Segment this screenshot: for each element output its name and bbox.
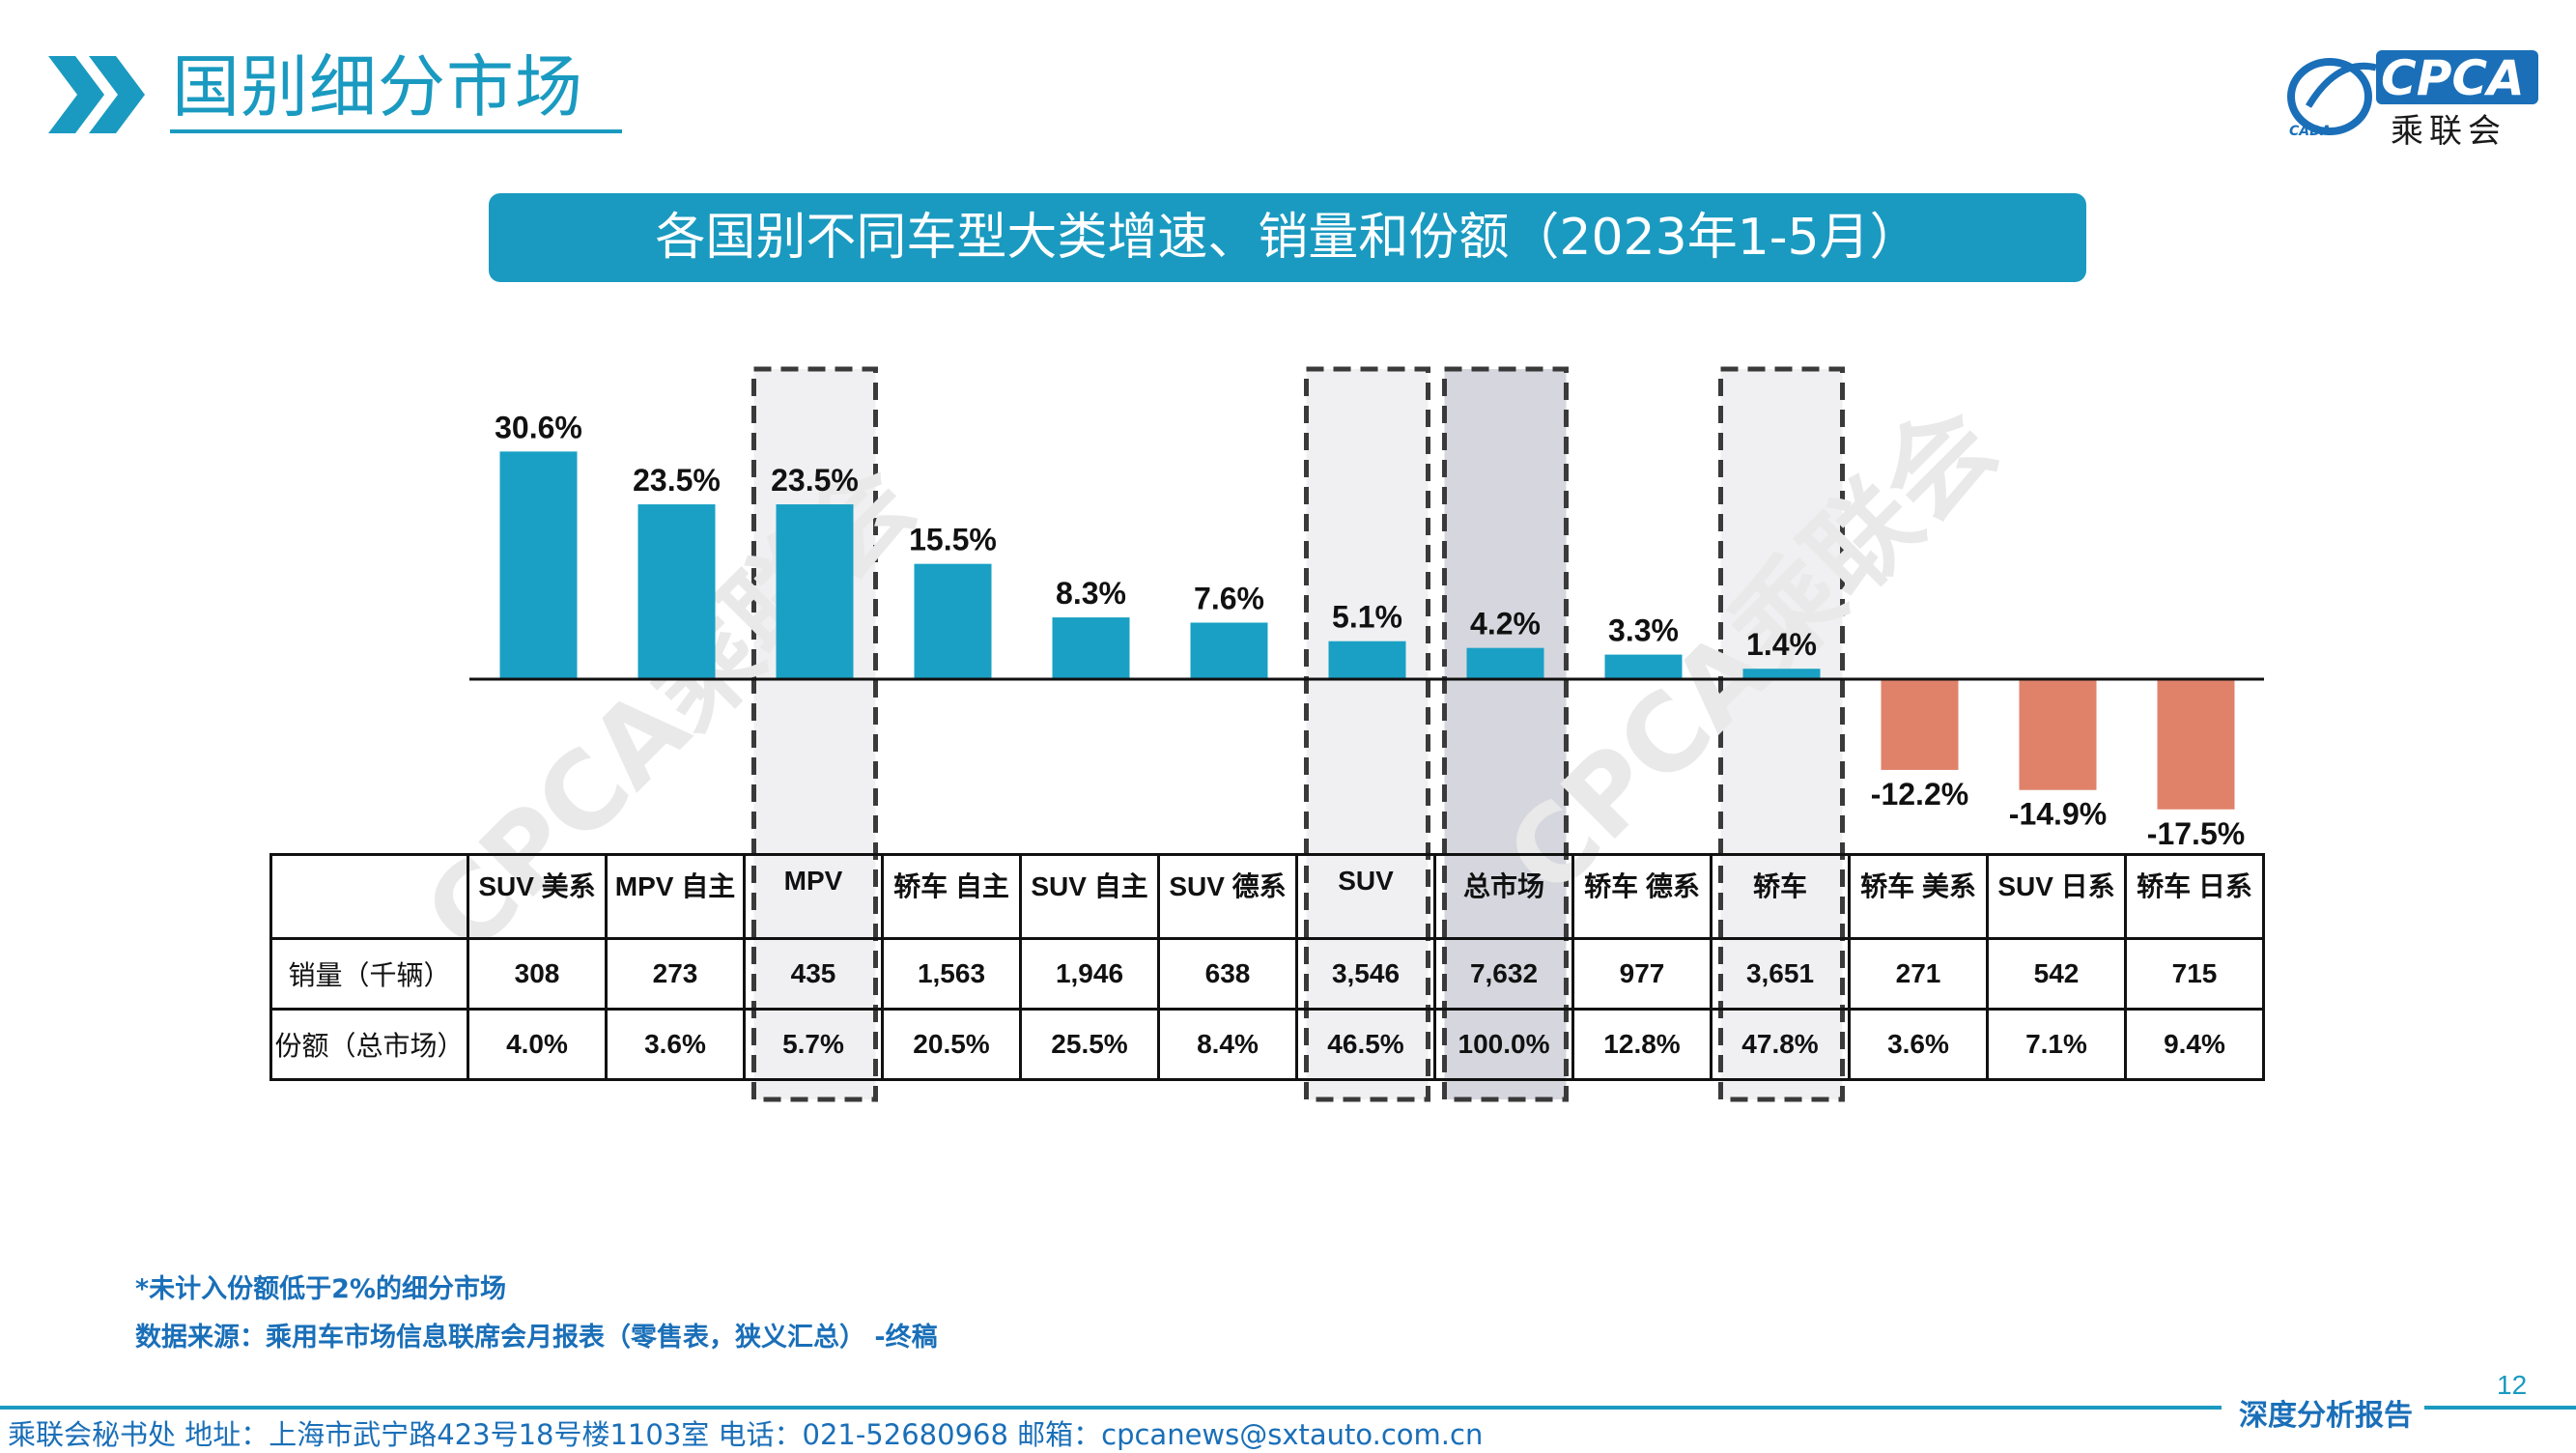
table-header-cell: SUV 美系 — [467, 853, 608, 940]
table-row: 销量（千辆） 308 273 435 1,563 1,946 638 3,546 7,632 97… — [269, 937, 2265, 1011]
table-cell: 8.4% — [1157, 1008, 1298, 1081]
table-cell: 308 — [467, 937, 608, 1011]
data-label: 8.3% — [1056, 576, 1126, 611]
bar — [1190, 622, 1268, 679]
footer-divider — [0, 1406, 2222, 1410]
table-cell: 4.0% — [467, 1008, 608, 1081]
bar — [914, 563, 992, 679]
data-label: 15.5% — [909, 523, 997, 557]
bar — [1466, 647, 1544, 679]
table-header-cell: MPV 自主 — [605, 853, 746, 940]
page-title: 国别细分市场 — [172, 47, 583, 127]
footer-divider-right — [2424, 1406, 2576, 1410]
cpca-logo-icon — [2287, 50, 2538, 135]
table-header-cell: 轿车 自主 — [881, 853, 1022, 940]
footer-report-tag: 深度分析报告 — [2239, 1399, 2413, 1433]
table-cell: 20.5% — [881, 1008, 1022, 1081]
table-row-label: 销量（千辆） — [269, 937, 469, 1011]
table-header-row: SUV 美系 MPV 自主 MPV 轿车 自主 SUV 自主 SUV 德系 SUV 总市场 轿车… — [269, 853, 2265, 940]
table-header-cell: 轿车 — [1710, 853, 1851, 940]
title-underline — [170, 129, 622, 133]
data-label: 5.1% — [1332, 600, 1402, 635]
table-cell: 47.8% — [1710, 1008, 1851, 1081]
footer-contact: 乘联会秘书处 地址：上海市武宁路423号18号楼1103室 电话：021-526… — [8, 1418, 1484, 1451]
data-label: 23.5% — [771, 463, 859, 498]
table-cell: 7.1% — [1986, 1008, 2127, 1081]
data-label: 4.2% — [1470, 607, 1541, 641]
table-header-cell: SUV 德系 — [1157, 853, 1298, 940]
bar — [1742, 669, 1821, 679]
bar — [776, 504, 854, 679]
bar — [637, 504, 716, 679]
page-number: 12 — [2497, 1370, 2528, 1400]
logo-small-text: CADA — [2289, 124, 2332, 139]
bar — [2019, 679, 2097, 790]
table-corner-cell — [269, 853, 469, 940]
table-header-cell: MPV — [743, 853, 884, 940]
table-cell: 100.0% — [1433, 1008, 1574, 1081]
table-cell: 638 — [1157, 937, 1298, 1011]
logo-text: CPCA — [2381, 50, 2525, 106]
table-cell: 977 — [1571, 937, 1713, 1011]
table-cell: 271 — [1848, 937, 1989, 1011]
data-label: 3.3% — [1608, 613, 1679, 648]
data-label: 30.6% — [495, 410, 582, 444]
table-cell: 3.6% — [1848, 1008, 1989, 1081]
table-cell: 7,632 — [1433, 937, 1574, 1011]
table-cell: 3.6% — [605, 1008, 746, 1081]
data-label: 23.5% — [633, 463, 721, 498]
table-cell: 715 — [2124, 937, 2265, 1011]
bar — [1052, 617, 1130, 679]
table-header-cell: SUV — [1295, 853, 1436, 940]
data-label: -12.2% — [1871, 777, 1968, 812]
bar — [1604, 654, 1683, 679]
table-cell: 273 — [605, 937, 746, 1011]
logo-subtitle: 乘联会 — [2391, 112, 2506, 151]
table-header-cell: 轿车 日系 — [2124, 853, 2265, 940]
table-cell: 5.7% — [743, 1008, 884, 1081]
data-label: -14.9% — [2009, 797, 2107, 832]
chart-banner-title: 各国别不同车型大类增速、销量和份额（2023年1-5月） — [489, 193, 2086, 282]
footnote-source: 数据来源：乘用车市场信息联席会月报表（零售表，狭义汇总） -终稿 — [135, 1323, 938, 1353]
table-header-cell: SUV 日系 — [1986, 853, 2127, 940]
table-cell: 1,563 — [881, 937, 1022, 1011]
footnote-share: *未计入份额低于2%的细分市场 — [135, 1274, 506, 1304]
table-cell: 12.8% — [1571, 1008, 1713, 1081]
table-header-cell: 总市场 — [1433, 853, 1574, 940]
data-label: -17.5% — [2147, 816, 2245, 851]
table-header-cell: SUV 自主 — [1019, 853, 1160, 940]
table-cell: 1,946 — [1019, 937, 1160, 1011]
bar — [499, 451, 578, 679]
table-row-label: 份额（总市场） — [269, 1008, 469, 1081]
table-header-cell: 轿车 德系 — [1571, 853, 1713, 940]
table-cell: 542 — [1986, 937, 2127, 1011]
data-label: 7.6% — [1194, 581, 1264, 615]
table-row: 份额（总市场） 4.0% 3.6% 5.7% 20.5% 25.5% 8.4% 46.5% 10… — [269, 1008, 2265, 1081]
chevron-arrows-icon — [48, 56, 145, 133]
table-cell: 3,546 — [1295, 937, 1436, 1011]
table-cell: 46.5% — [1295, 1008, 1436, 1081]
bar — [1881, 679, 1959, 770]
table-cell: 435 — [743, 937, 884, 1011]
data-label: 1.4% — [1746, 627, 1817, 662]
bar — [1328, 641, 1406, 679]
data-table: SUV 美系 MPV 自主 MPV 轿车 自主 SUV 自主 SUV 德系 SUV 总市场 轿车… — [269, 853, 2265, 1081]
table-cell: 25.5% — [1019, 1008, 1160, 1081]
table-cell: 3,651 — [1710, 937, 1851, 1011]
bar — [2157, 679, 2235, 810]
table-header-cell: 轿车 美系 — [1848, 853, 1989, 940]
table-cell: 9.4% — [2124, 1008, 2265, 1081]
